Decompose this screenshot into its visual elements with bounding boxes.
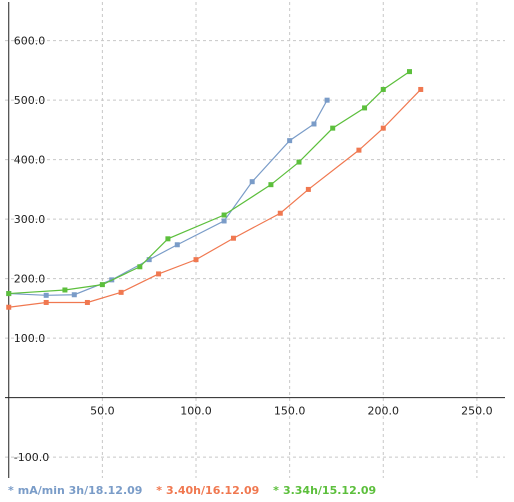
plot-area: 50.0 100.0 150.0 200.0 250.0 -100.0 100.0 200.…: [5, 2, 505, 478]
series-1-point-10: [311, 121, 317, 127]
y-tick-label-7: 600.0: [14, 35, 46, 48]
x-tick-label-3: 150.0: [274, 405, 306, 418]
series-1-point-11: [324, 97, 330, 103]
y-tick-label-3: 200.0: [14, 273, 46, 286]
x-axis-ticks: 50.0 100.0 150.0 200.0 250.0: [90, 405, 493, 418]
legend-label-1: mA/min 3h/18.12.09: [17, 484, 143, 497]
series-1-point-5: [146, 257, 152, 263]
series-3-point-6: [221, 212, 227, 218]
grid: [5, 2, 505, 478]
series-3-point-5: [165, 236, 171, 242]
series-2-point-10: [356, 147, 362, 153]
series-3-point-4: [137, 264, 143, 270]
legend-label-3: 3.34h/15.12.09: [282, 484, 377, 497]
series-line-1: [8, 99, 328, 296]
series-2-point-8: [277, 210, 283, 216]
series-2-point-12: [418, 86, 424, 92]
y-tick-label-6: 500.0: [14, 94, 46, 107]
legend-marker-3: *: [273, 484, 279, 497]
axes: [5, 2, 505, 478]
series-2-point-4: [118, 289, 124, 295]
series-3-point-3: [99, 282, 105, 288]
series-2-point-11: [380, 125, 386, 131]
series-2-point-2: [43, 299, 49, 305]
x-tick-label-5: 250.0: [461, 405, 493, 418]
series-line-3: [8, 71, 410, 295]
series-2-point-9: [305, 186, 311, 192]
x-tick-label-2: 100.0: [180, 405, 212, 418]
series-3-point-12: [406, 69, 412, 75]
series-3-point-9: [330, 125, 336, 131]
x-tick-label-1: 50.0: [90, 405, 115, 418]
series-2-point-5: [156, 271, 162, 277]
series-3-point-2: [62, 287, 68, 293]
series-2-point-7: [230, 235, 236, 241]
series-2-point-1: [6, 304, 12, 310]
series-2-point-6: [193, 257, 199, 263]
series-3-point-10: [362, 105, 368, 111]
series-1-point-6: [174, 242, 180, 248]
x-tick-label-4: 200.0: [368, 405, 400, 418]
series-3-point-1: [6, 291, 12, 297]
legend-marker-2: *: [156, 484, 163, 497]
series-1-point-9: [287, 138, 293, 144]
series-2-point-3: [84, 299, 90, 305]
legend-item-3: * 3.34h/15.12.09: [273, 484, 376, 497]
series-line-2: [8, 89, 422, 308]
y-tick-label-4: 300.0: [14, 213, 46, 226]
y-axis-ticks: -100.0 100.0 200.0 300.0 400.0 500.0 600.0: [14, 35, 49, 464]
series-3-point-7: [268, 182, 274, 188]
legend-label-2: 3.40h/16.12.09: [166, 484, 260, 497]
legend: * mA/min 3h/18.12.09 * 3.40h/16.12.09 * 3.3…: [8, 484, 386, 497]
series-3-point-11: [380, 86, 386, 92]
series-1-point-3: [71, 292, 77, 298]
series-1-point-8: [249, 179, 255, 185]
legend-item-1: * mA/min 3h/18.12.09: [8, 484, 146, 497]
y-tick-label-5: 400.0: [14, 154, 46, 167]
legend-marker-1: *: [8, 484, 14, 497]
legend-item-2: * 3.40h/16.12.09: [156, 484, 263, 497]
series-1-point-7: [221, 218, 227, 224]
y-tick-label-2: 100.0: [14, 332, 46, 345]
series-1-point-2: [43, 292, 49, 298]
y-tick-label-1: -100.0: [14, 451, 49, 464]
series-3-point-8: [296, 159, 302, 165]
series-group: [6, 69, 424, 310]
